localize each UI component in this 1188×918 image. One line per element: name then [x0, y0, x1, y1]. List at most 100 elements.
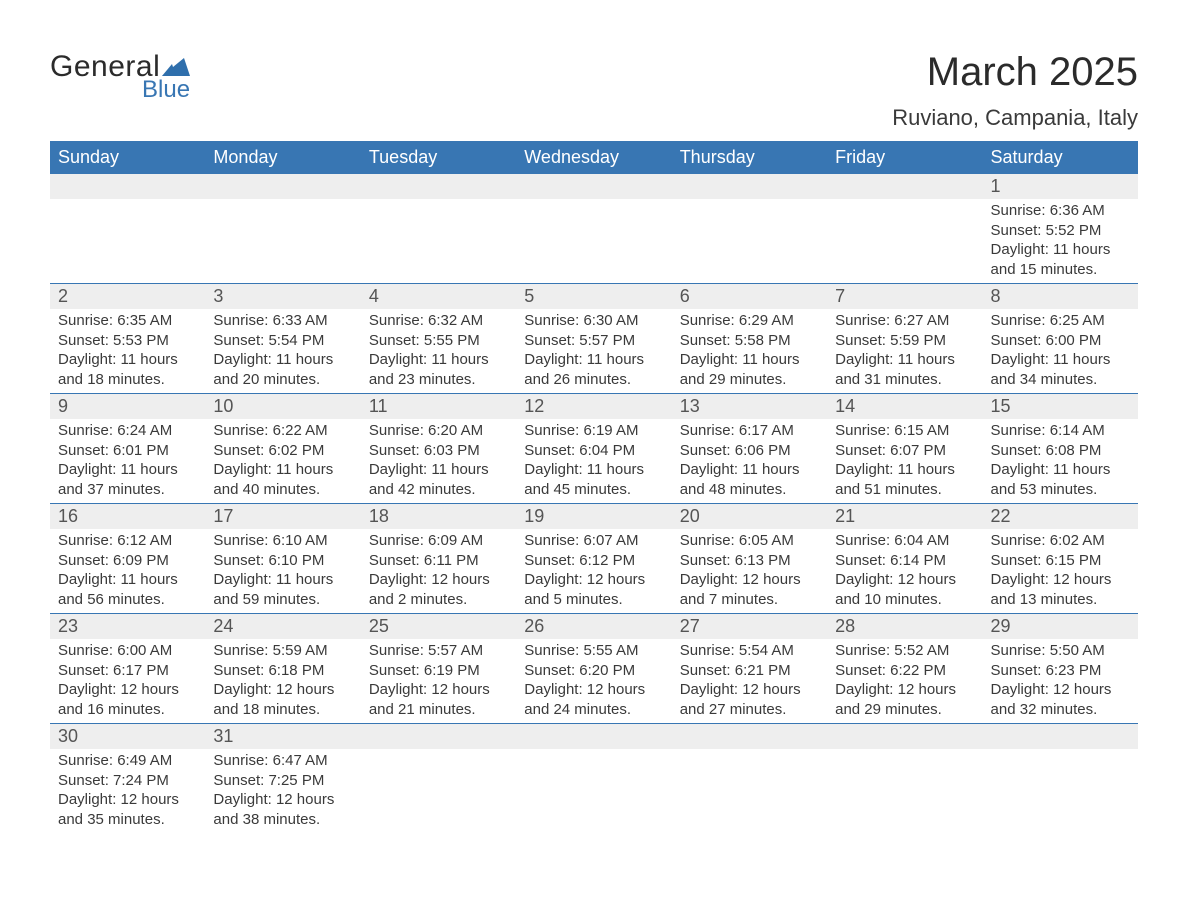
day-sunrise: Sunrise: 6:49 AM [58, 751, 197, 771]
calendar-cell [827, 724, 982, 834]
day-sunrise: Sunrise: 6:24 AM [58, 421, 197, 441]
logo-text-blue: Blue [142, 76, 190, 104]
day-dl1: Daylight: 12 hours [524, 680, 663, 700]
day-number [827, 174, 982, 199]
day-number: 9 [50, 394, 205, 419]
day-body: Sunrise: 6:04 AMSunset: 6:14 PMDaylight:… [827, 529, 982, 613]
calendar-cell: 14Sunrise: 6:15 AMSunset: 6:07 PMDayligh… [827, 394, 982, 504]
day-dl2: and 21 minutes. [369, 700, 508, 720]
day-number: 6 [672, 284, 827, 309]
day-sunset: Sunset: 6:22 PM [835, 661, 974, 681]
day-dl1: Daylight: 11 hours [369, 460, 508, 480]
day-sunset: Sunset: 6:19 PM [369, 661, 508, 681]
calendar-cell: 26Sunrise: 5:55 AMSunset: 6:20 PMDayligh… [516, 614, 671, 724]
calendar-cell: 25Sunrise: 5:57 AMSunset: 6:19 PMDayligh… [361, 614, 516, 724]
calendar-cell: 6Sunrise: 6:29 AMSunset: 5:58 PMDaylight… [672, 284, 827, 394]
day-dl2: and 10 minutes. [835, 590, 974, 610]
day-body: Sunrise: 6:22 AMSunset: 6:02 PMDaylight:… [205, 419, 360, 503]
day-body-empty [361, 749, 516, 775]
day-sunset: Sunset: 6:06 PM [680, 441, 819, 461]
day-sunrise: Sunrise: 6:25 AM [991, 311, 1130, 331]
day-number: 4 [361, 284, 516, 309]
day-dl2: and 27 minutes. [680, 700, 819, 720]
day-sunset: Sunset: 7:24 PM [58, 771, 197, 791]
day-dl2: and 7 minutes. [680, 590, 819, 610]
calendar-cell: 23Sunrise: 6:00 AMSunset: 6:17 PMDayligh… [50, 614, 205, 724]
day-body: Sunrise: 6:05 AMSunset: 6:13 PMDaylight:… [672, 529, 827, 613]
day-number: 18 [361, 504, 516, 529]
calendar-cell: 4Sunrise: 6:32 AMSunset: 5:55 PMDaylight… [361, 284, 516, 394]
day-number: 31 [205, 724, 360, 749]
day-dl2: and 15 minutes. [991, 260, 1130, 280]
day-sunset: Sunset: 6:18 PM [213, 661, 352, 681]
day-sunset: Sunset: 6:14 PM [835, 551, 974, 571]
calendar-cell: 16Sunrise: 6:12 AMSunset: 6:09 PMDayligh… [50, 504, 205, 614]
day-dl1: Daylight: 11 hours [58, 460, 197, 480]
day-body: Sunrise: 6:32 AMSunset: 5:55 PMDaylight:… [361, 309, 516, 393]
calendar-cell: 5Sunrise: 6:30 AMSunset: 5:57 PMDaylight… [516, 284, 671, 394]
calendar-cell: 31Sunrise: 6:47 AMSunset: 7:25 PMDayligh… [205, 724, 360, 834]
day-dl2: and 23 minutes. [369, 370, 508, 390]
calendar-week: 23Sunrise: 6:00 AMSunset: 6:17 PMDayligh… [50, 614, 1138, 724]
day-sunset: Sunset: 5:58 PM [680, 331, 819, 351]
day-sunrise: Sunrise: 6:00 AM [58, 641, 197, 661]
location: Ruviano, Campania, Italy [892, 105, 1138, 131]
day-sunset: Sunset: 5:52 PM [991, 221, 1130, 241]
calendar-cell: 21Sunrise: 6:04 AMSunset: 6:14 PMDayligh… [827, 504, 982, 614]
day-dl2: and 42 minutes. [369, 480, 508, 500]
day-sunrise: Sunrise: 5:59 AM [213, 641, 352, 661]
day-sunrise: Sunrise: 5:52 AM [835, 641, 974, 661]
day-number: 26 [516, 614, 671, 639]
day-number [361, 174, 516, 199]
day-number: 30 [50, 724, 205, 749]
day-body: Sunrise: 5:54 AMSunset: 6:21 PMDaylight:… [672, 639, 827, 723]
calendar-cell [516, 174, 671, 284]
day-number [516, 174, 671, 199]
day-sunset: Sunset: 6:12 PM [524, 551, 663, 571]
day-body: Sunrise: 5:50 AMSunset: 6:23 PMDaylight:… [983, 639, 1138, 723]
day-sunset: Sunset: 5:59 PM [835, 331, 974, 351]
calendar-table: Sunday Monday Tuesday Wednesday Thursday… [50, 141, 1138, 833]
day-number: 7 [827, 284, 982, 309]
calendar-cell [672, 724, 827, 834]
day-dl2: and 32 minutes. [991, 700, 1130, 720]
day-body: Sunrise: 6:17 AMSunset: 6:06 PMDaylight:… [672, 419, 827, 503]
day-dl1: Daylight: 11 hours [680, 350, 819, 370]
day-number: 10 [205, 394, 360, 419]
day-sunrise: Sunrise: 6:27 AM [835, 311, 974, 331]
day-sunrise: Sunrise: 6:32 AM [369, 311, 508, 331]
day-sunset: Sunset: 6:10 PM [213, 551, 352, 571]
day-dl2: and 31 minutes. [835, 370, 974, 390]
day-body: Sunrise: 6:12 AMSunset: 6:09 PMDaylight:… [50, 529, 205, 613]
day-dl2: and 38 minutes. [213, 810, 352, 830]
day-body: Sunrise: 6:27 AMSunset: 5:59 PMDaylight:… [827, 309, 982, 393]
calendar-cell [983, 724, 1138, 834]
day-body-empty [983, 749, 1138, 775]
day-dl2: and 13 minutes. [991, 590, 1130, 610]
day-dl2: and 18 minutes. [213, 700, 352, 720]
day-body-empty [516, 749, 671, 775]
calendar-cell: 11Sunrise: 6:20 AMSunset: 6:03 PMDayligh… [361, 394, 516, 504]
day-dl2: and 2 minutes. [369, 590, 508, 610]
day-number: 19 [516, 504, 671, 529]
day-dl2: and 26 minutes. [524, 370, 663, 390]
day-sunrise: Sunrise: 5:57 AM [369, 641, 508, 661]
day-body: Sunrise: 5:57 AMSunset: 6:19 PMDaylight:… [361, 639, 516, 723]
day-dl2: and 45 minutes. [524, 480, 663, 500]
day-number: 21 [827, 504, 982, 529]
day-sunset: Sunset: 6:09 PM [58, 551, 197, 571]
day-sunset: Sunset: 6:01 PM [58, 441, 197, 461]
day-body: Sunrise: 6:02 AMSunset: 6:15 PMDaylight:… [983, 529, 1138, 613]
calendar-cell: 3Sunrise: 6:33 AMSunset: 5:54 PMDaylight… [205, 284, 360, 394]
day-body: Sunrise: 6:15 AMSunset: 6:07 PMDaylight:… [827, 419, 982, 503]
day-dl1: Daylight: 12 hours [58, 790, 197, 810]
day-body-empty [827, 749, 982, 775]
day-dl1: Daylight: 11 hours [213, 350, 352, 370]
calendar-cell: 24Sunrise: 5:59 AMSunset: 6:18 PMDayligh… [205, 614, 360, 724]
day-sunrise: Sunrise: 6:14 AM [991, 421, 1130, 441]
calendar-week: 16Sunrise: 6:12 AMSunset: 6:09 PMDayligh… [50, 504, 1138, 614]
calendar-cell [205, 174, 360, 284]
day-number: 11 [361, 394, 516, 419]
day-sunset: Sunset: 6:23 PM [991, 661, 1130, 681]
day-sunrise: Sunrise: 5:54 AM [680, 641, 819, 661]
